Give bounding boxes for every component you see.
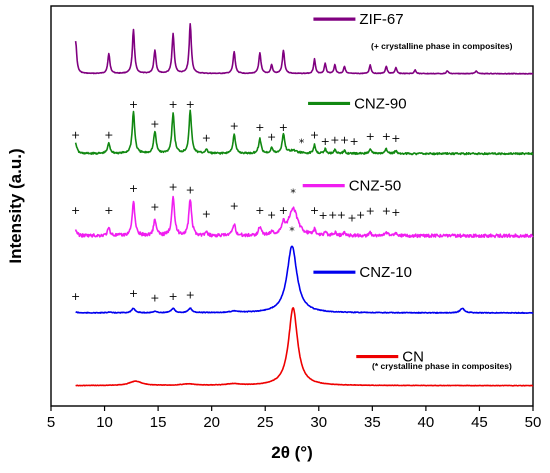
x-tick-label: 40: [418, 414, 435, 431]
x-tick-label: 25: [257, 414, 274, 431]
x-tick-label: 35: [364, 414, 381, 431]
legend-label-cnz-10: CNZ-10: [359, 264, 412, 281]
plus-marker: +: [337, 208, 346, 221]
plus-marker: +: [150, 200, 159, 213]
plus-marker: +: [129, 182, 138, 195]
x-tick-label: 5: [47, 414, 55, 431]
plus-marker: +: [267, 208, 276, 221]
plus-marker: +: [71, 128, 80, 141]
x-tick-label: 10: [96, 414, 113, 431]
series-line-zif-67: [74, 22, 534, 75]
plus-marker: +: [382, 205, 391, 218]
x-tick-label: 45: [471, 414, 488, 431]
y-axis-title: Intensity (a.u.): [6, 148, 25, 263]
plus-marker: +: [71, 290, 80, 303]
x-tick-label: 30: [310, 414, 327, 431]
plus-marker: +: [129, 287, 138, 300]
plus-marker: +: [321, 135, 330, 148]
plus-marker: +: [328, 208, 337, 221]
star-marker: *: [299, 136, 305, 149]
plus-marker: +: [391, 132, 400, 145]
plus-marker: +: [267, 131, 276, 144]
plus-marker: +: [202, 208, 211, 221]
plus-marker: +: [382, 130, 391, 143]
x-tick-label: 20: [203, 414, 220, 431]
series-line-cnz-90: [74, 109, 534, 156]
plus-marker: +: [150, 118, 159, 131]
x-axis-ticks: 5 10 15 20 25 30 35 40 45 50: [47, 406, 542, 431]
plus-marker: +: [186, 184, 195, 197]
legend-label-cnz-50: CNZ-50: [349, 178, 402, 195]
plus-marker: +: [330, 134, 339, 147]
plus-marker: +: [255, 121, 264, 134]
plus-marker: +: [186, 288, 195, 301]
star-marker: *: [289, 224, 295, 237]
plus-marker: +: [104, 128, 113, 141]
plus-marker: +: [104, 204, 113, 217]
plus-marker: +: [168, 290, 177, 303]
plus-marker: +: [310, 204, 319, 217]
plus-marker: +: [310, 128, 319, 141]
legend-label-zif-67: ZIF-67: [359, 11, 403, 28]
star-marker: *: [290, 187, 296, 200]
plus-marker: +: [168, 181, 177, 194]
plus-marker: +: [347, 211, 356, 224]
plus-marker: +: [349, 135, 358, 148]
plus-marker: +: [255, 204, 264, 217]
note-zif: (+ crystalline phase in composites): [371, 41, 513, 51]
plus-marker: +: [340, 134, 349, 147]
legend-label-cnz-90: CNZ-90: [354, 95, 407, 112]
x-axis-title: 2θ (°): [271, 443, 313, 462]
plus-marker: +: [186, 98, 195, 111]
plus-marker: +: [230, 200, 239, 213]
plus-marker: +: [71, 204, 80, 217]
series-line-cnz-50: [74, 195, 534, 239]
plot-frame: [50, 5, 534, 407]
plus-marker: +: [168, 98, 177, 111]
legend-label-cn: CN: [402, 349, 424, 366]
series-line-cnz-10: [75, 245, 534, 315]
plus-marker: +: [366, 130, 375, 143]
plus-marker: +: [318, 209, 327, 222]
plus-marker: +: [150, 291, 159, 304]
plus-marker: +: [366, 205, 375, 218]
plus-marker: +: [279, 121, 288, 134]
marker-layer: + ++++ +++ ++++ + + + + + + +*+ ++++ +++ + + + + + + + + + + + +…: [71, 98, 401, 304]
plus-marker: +: [356, 208, 365, 221]
series-line-cn: [75, 306, 534, 387]
legend: ZIF-67 CNZ-90 CNZ-50 CNZ-10 CN: [302, 11, 424, 366]
plus-marker: +: [230, 120, 239, 133]
series-layer: [74, 22, 534, 387]
plus-marker: +: [391, 206, 400, 219]
note-cn: (* crystalline phase in composites): [372, 361, 512, 371]
plus-marker: +: [129, 98, 138, 111]
x-tick-label: 50: [525, 414, 542, 431]
plus-marker: +: [279, 204, 288, 217]
plus-marker: +: [202, 131, 211, 144]
x-tick-label: 15: [150, 414, 167, 431]
